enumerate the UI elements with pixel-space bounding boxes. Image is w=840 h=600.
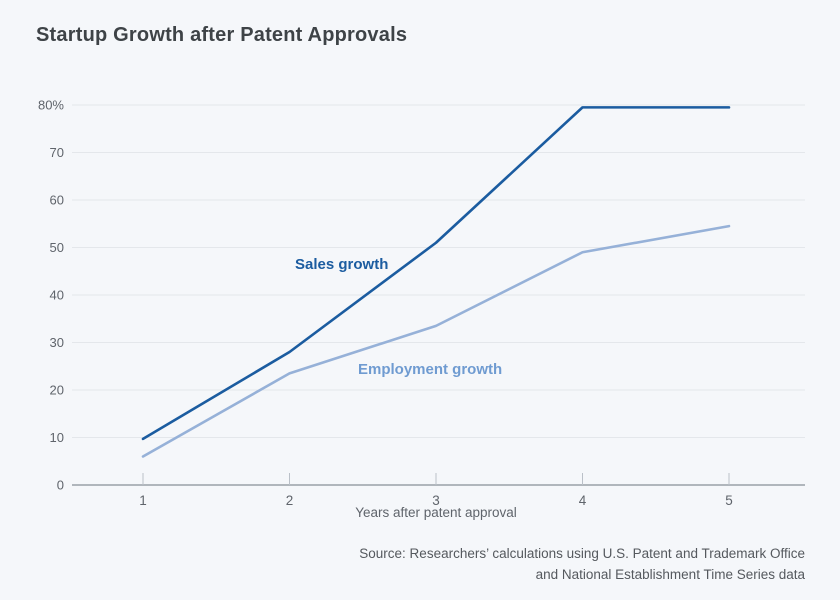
x-axis-title: Years after patent approval [355, 505, 517, 520]
gridlines-layer [72, 104, 805, 438]
source-note-line1: Source: Researchers’ calculations using … [359, 546, 805, 561]
sales-growth-line [141, 106, 731, 441]
x-tick-label: 2 [286, 493, 294, 508]
y-tick-label: 20 [50, 383, 64, 398]
y-tick-label: 70 [50, 145, 64, 160]
x-tick-label: 4 [579, 493, 587, 508]
y-tick-label: 10 [50, 430, 64, 445]
y-tick-label: 50 [50, 240, 64, 255]
employment-growth-line [141, 224, 731, 458]
y-tick-label: 60 [50, 193, 64, 208]
source-note-line2: and National Establishment Time Series d… [535, 567, 805, 582]
x-axis-layer: 1 2 3 4 5 [72, 473, 805, 508]
y-tick-label: 80% [38, 98, 64, 113]
y-tick-label: 0 [57, 478, 64, 493]
series-label-sales-growth: Sales growth [295, 256, 388, 273]
x-tick-label: 3 [432, 493, 440, 508]
chart-title: Startup Growth after Patent Approvals [36, 24, 408, 46]
x-tick-label: 5 [725, 493, 733, 508]
series-label-employment-growth: Employment growth [358, 361, 502, 378]
y-axis-labels-layer: 0 10 20 30 40 50 60 70 80% [38, 98, 64, 493]
y-tick-label: 30 [50, 335, 64, 350]
x-tick-label: 1 [139, 493, 147, 508]
series-lines-layer [141, 106, 731, 458]
y-tick-label: 40 [50, 288, 64, 303]
source-note: Source: Researchers’ calculations using … [245, 543, 805, 585]
